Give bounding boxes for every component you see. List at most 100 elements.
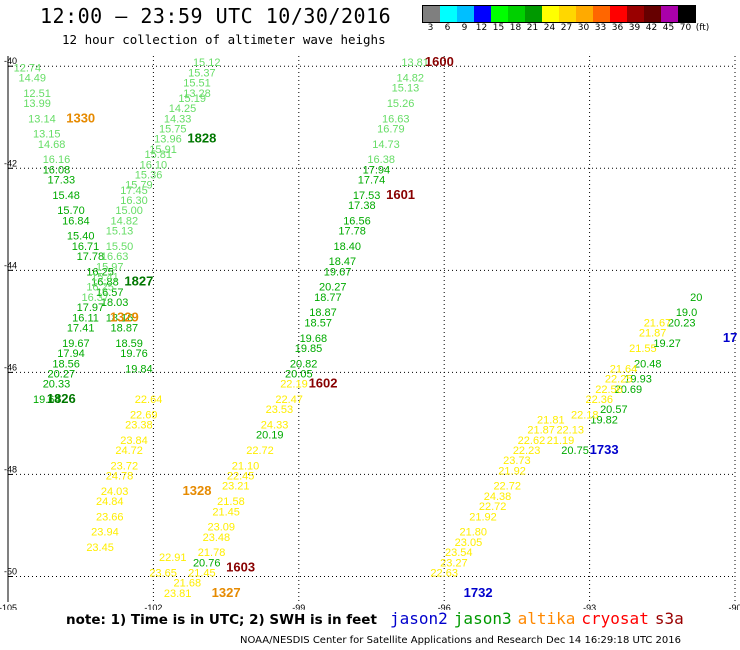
wave-height-label: 20.76 [193,557,221,569]
wave-height-label: 13.96 [154,134,182,146]
wave-height-label: 14.82 [397,73,425,85]
wave-height-label: 22.36 [586,394,614,406]
color-swatch [610,6,627,22]
wave-height-label: 18.57 [304,317,332,329]
wave-height-label: 23.48 [203,532,231,544]
color-scale-label: 36 [611,23,624,33]
color-swatch [678,6,695,22]
wave-height-label: 21.58 [217,496,245,508]
wave-height-label: 23.38 [125,420,153,432]
wave-height-label: 16.30 [120,195,148,207]
wave-height-label: 22.13 [556,425,584,437]
wave-height-label: 22.19 [280,379,308,391]
wave-height-label: 22.69 [130,409,158,421]
wave-height-label: 21.67 [644,317,672,329]
color-scale-label: 18 [509,23,522,33]
color-swatch [474,6,491,22]
wave-height-label: 17.78 [77,251,105,263]
wave-height-label: 16.88 [91,277,119,289]
color-scale-label: 24 [543,23,556,33]
wave-height-label: 22.62 [518,435,546,447]
color-swatch [576,6,593,22]
wave-height-label: 15.70 [57,205,85,217]
wave-height-label: 14.73 [372,139,400,151]
wave-height-label: 16.71 [72,241,100,253]
color-scale-label: 3 [427,23,434,33]
wave-height-label: 20 [690,292,702,304]
wave-height-label: 16.84 [62,215,90,227]
footer-note: note: 1) Time is in UTC; 2) SWH is in fe… [66,612,377,628]
wave-height-label: 20.48 [634,358,662,370]
wave-height-label: 17.53 [353,190,381,202]
satellite-jason2: jason2 [390,609,448,628]
wave-height-label: 15.41 [91,272,119,284]
wave-height-label: 16.25 [86,266,114,278]
wave-height-label: 21.80 [460,527,488,539]
wave-height-label: 14.82 [111,215,139,227]
wave-height-label: 23.81 [164,588,192,600]
wave-height-label: 17.41 [67,323,95,335]
wave-height-label: 21.19 [547,435,575,447]
wave-height-label: 23.54 [445,547,473,559]
wave-height-label: 16.38 [367,154,395,166]
wave-height-label: 20.27 [48,368,76,380]
color-swatch [457,6,474,22]
wave-height-label: 22.72 [479,501,507,513]
wave-height-label: 21.55 [629,343,657,355]
y-tick-label: -48 [4,464,17,474]
wave-height-label: 22.18 [571,409,599,421]
footer-credit: NOAA/NESDIS Center for Satellite Applica… [240,635,682,646]
wave-height-label: 23.65 [149,567,177,579]
wave-height-label: 18.40 [334,241,362,253]
wave-height-label: 21.87 [527,425,555,437]
wave-height-label: 23.27 [440,557,468,569]
wave-height-label: 17.94 [363,164,391,176]
wave-height-label: 23.45 [86,542,114,554]
color-swatch [440,6,457,22]
y-tick-label: -42 [4,158,17,168]
wave-height-label: 18.59 [115,338,143,350]
wave-height-label: 20.33 [43,379,71,391]
pass-time-label: 1600 [425,54,454,69]
pass-time-label: 17 [723,330,737,345]
wave-height-label: 20.05 [285,368,313,380]
pass-time-label: 1603 [226,559,255,574]
wave-height-label: 16.63 [101,251,129,263]
wave-height-label: 15.40 [67,231,95,243]
wave-height-label: 13.14 [28,113,56,125]
wave-height-label: 17.45 [120,185,148,197]
wave-height-label: 19.76 [120,348,148,360]
wave-height-label: 18.47 [329,256,357,268]
pass-time-label: 1826 [47,391,76,406]
wave-height-label: 16.11 [72,312,99,324]
wave-height-label: 15.79 [125,180,153,192]
wave-height-label: 24.38 [484,491,512,503]
wave-height-label: 16.37 [81,292,109,304]
satellite-jason3: jason3 [453,609,512,628]
wave-height-label: 18.87 [309,307,337,319]
wave-height-label: 19.85 [295,343,323,355]
pass-time-label: 1328 [183,483,212,498]
wave-height-label: 23.09 [207,522,235,534]
wave-height-label: 21.68 [174,578,202,590]
pass-time-label: 1602 [309,376,338,391]
wave-height-label: 18.77 [314,292,342,304]
wave-height-label: 14.33 [164,113,192,125]
wave-height-label: 16.16 [43,154,71,166]
wave-height-label: 24.03 [101,486,129,498]
color-swatch [559,6,576,22]
color-scale-label: 21 [526,23,539,33]
pass-time-label: 1827 [124,274,153,289]
wave-height-label: 18.56 [52,358,80,370]
wave-height-label: 17.78 [338,226,366,238]
wave-height-label: 18.87 [111,323,139,335]
pass-time-label: 1601 [386,187,415,202]
wave-height-label: 24.72 [115,445,143,457]
wave-height-label: 22.47 [275,394,303,406]
wave-height-label: 13.99 [23,98,51,110]
wave-height-label: 14.68 [38,139,66,151]
x-tick-label: -102 [144,603,162,610]
wave-height-label: 12.74 [14,62,42,74]
color-swatch [661,6,678,22]
wave-height-label: 15.48 [52,190,80,202]
